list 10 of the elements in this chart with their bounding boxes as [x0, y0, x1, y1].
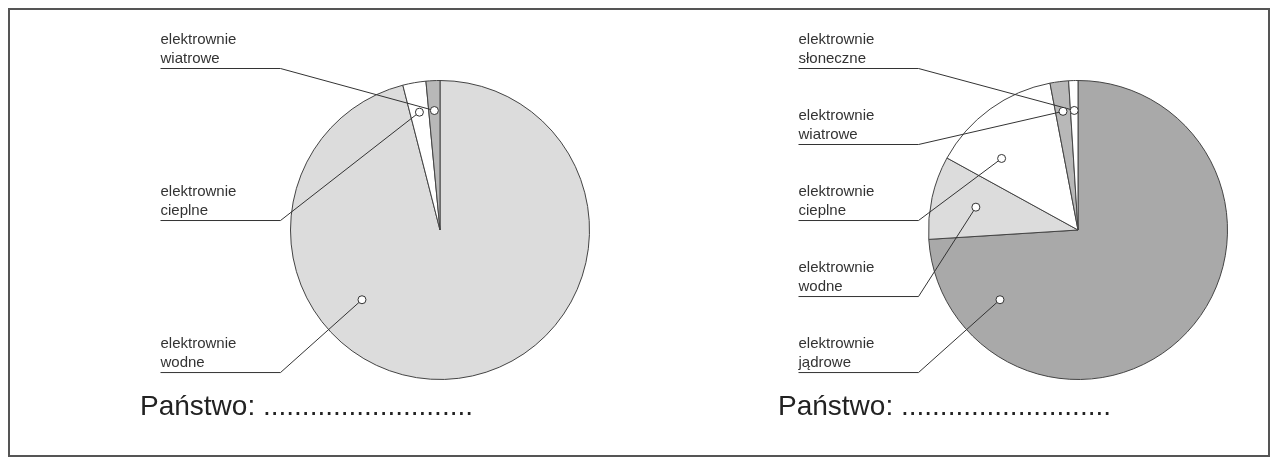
text: Państwo: ...........................	[777, 390, 1112, 422]
slice-label: elektrownie cieplne	[160, 181, 237, 218]
slice-label: elektrownie jądrowe	[797, 333, 875, 370]
slice-label: elektrownie wiatrowe	[159, 29, 237, 66]
slice-label: elektrownie wodne	[797, 257, 875, 294]
slice-label: elektrownie wodne	[159, 333, 237, 370]
slice-label: elektrownie słoneczne	[798, 29, 875, 66]
text: Państwo: ...........................	[139, 390, 474, 422]
slice-label: elektrownie wiatrowe	[797, 105, 875, 142]
slice-label: elektrownie cieplne	[798, 181, 875, 218]
